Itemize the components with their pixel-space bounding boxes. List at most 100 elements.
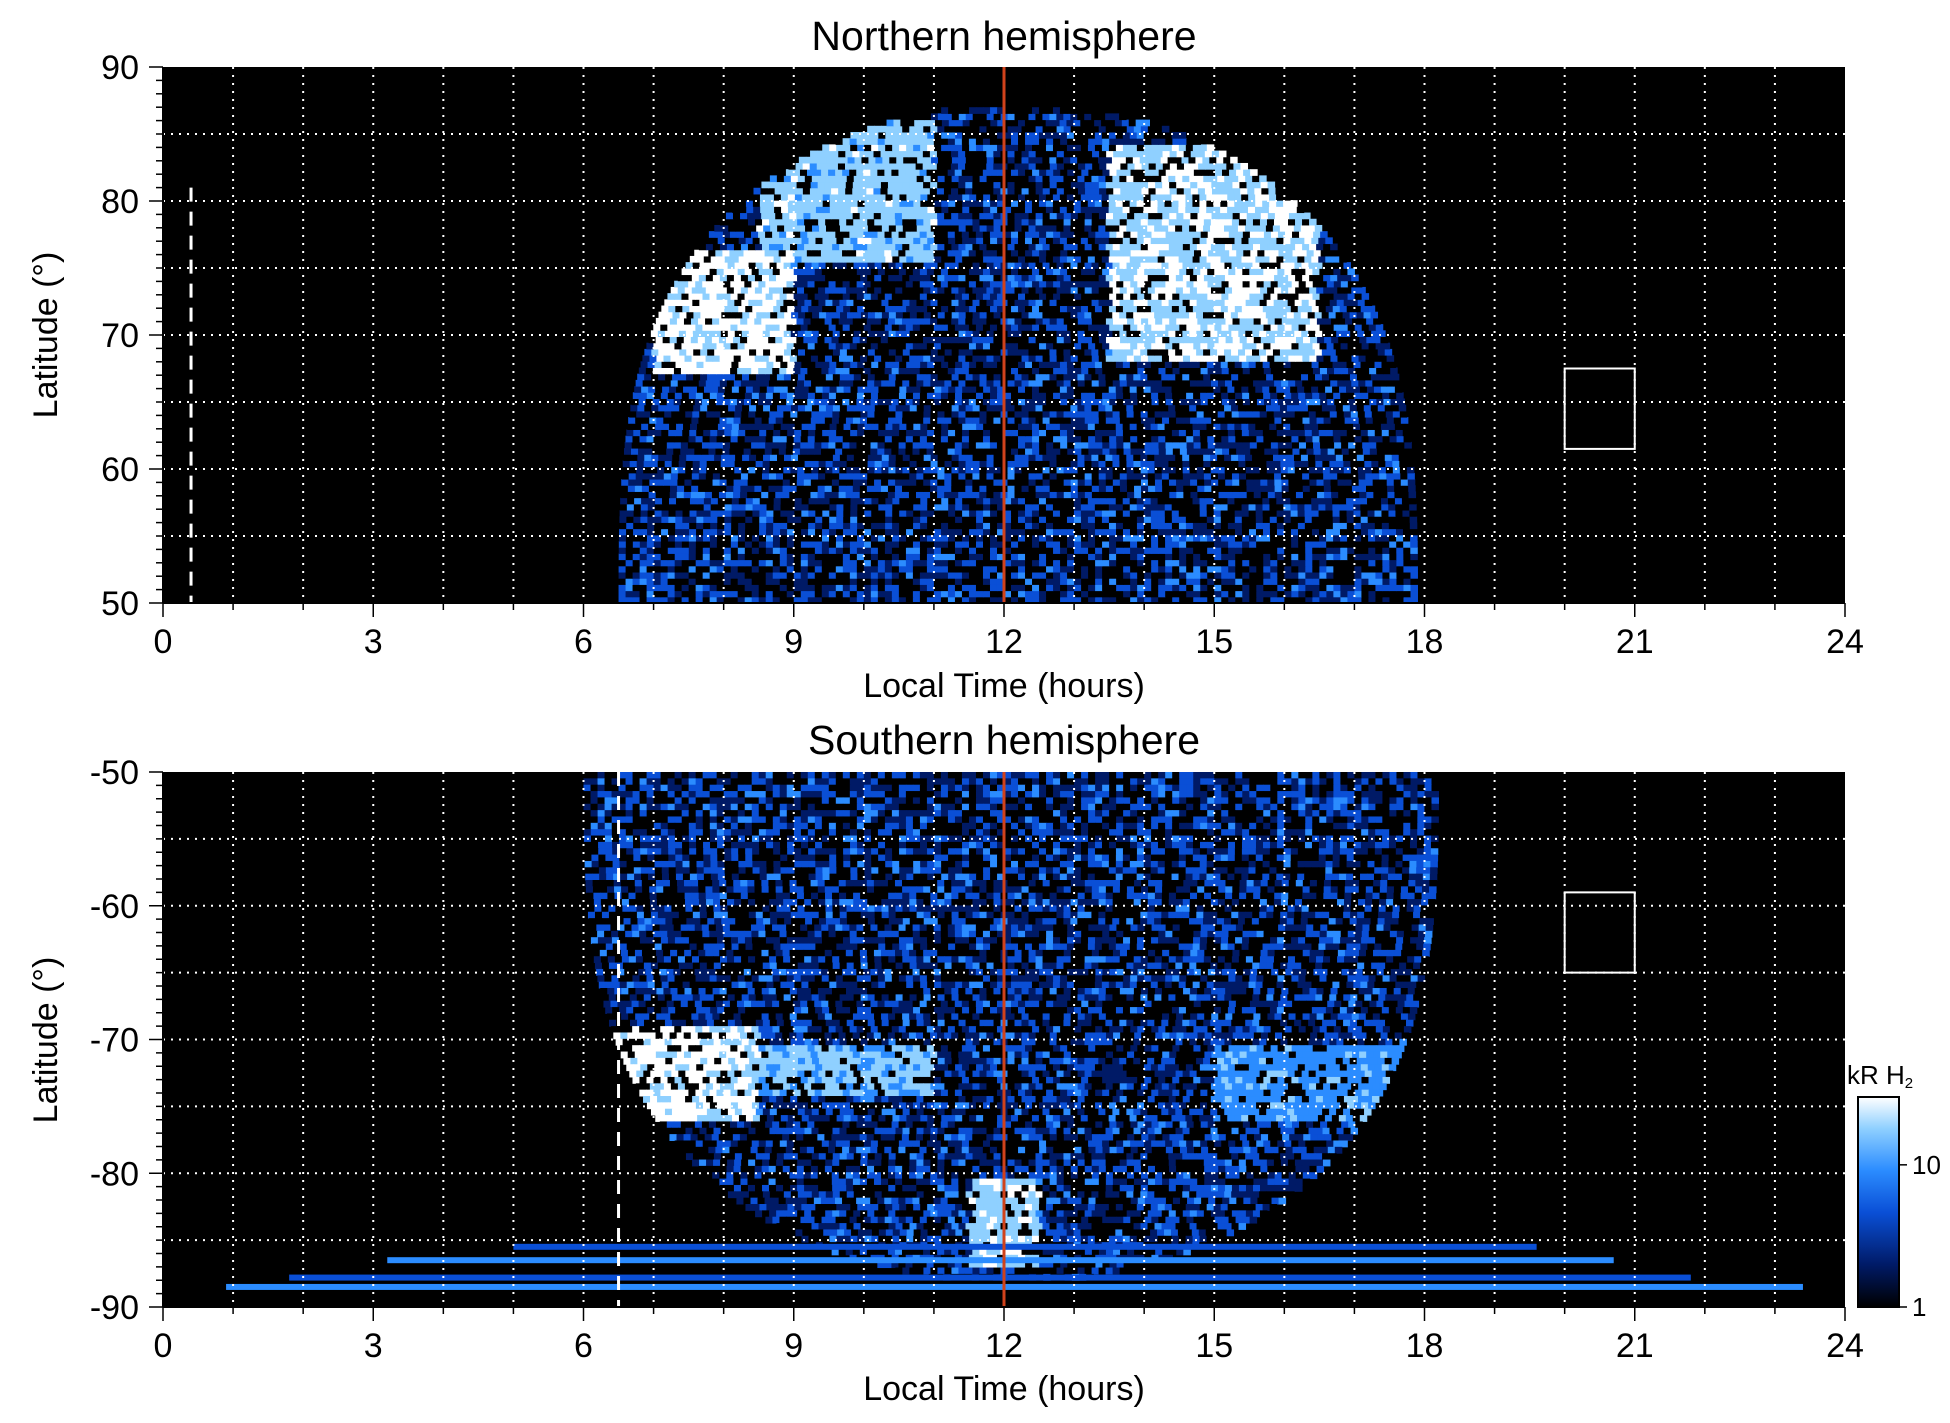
heat-cell xyxy=(1234,429,1243,437)
heat-cell xyxy=(1333,435,1341,443)
heat-cell xyxy=(1227,429,1236,437)
heat-cell xyxy=(790,466,798,474)
heat-cell xyxy=(793,324,802,331)
heat-cell xyxy=(759,386,768,393)
heat-cell xyxy=(1070,355,1079,362)
heat-cell xyxy=(674,547,683,554)
heat-cell xyxy=(1207,572,1215,579)
heat-cell xyxy=(702,553,711,561)
heat-cell xyxy=(1325,497,1333,505)
heat-cell xyxy=(1028,485,1037,492)
heat-cell xyxy=(1252,460,1260,468)
heat-cell xyxy=(649,379,658,387)
heat-cell xyxy=(958,460,967,468)
heat-cell xyxy=(1056,472,1065,480)
heat-cell xyxy=(688,342,696,350)
heat-cell xyxy=(1171,503,1180,511)
heat-cell xyxy=(778,448,787,455)
heat-cell xyxy=(1102,534,1110,542)
heat-cell xyxy=(1074,584,1082,592)
heat-cell xyxy=(997,361,1005,368)
heat-cell xyxy=(863,367,872,375)
heat-cell xyxy=(968,590,977,598)
heat-cell xyxy=(1333,342,1342,350)
heat-cell xyxy=(863,584,872,592)
heat-cell xyxy=(1252,373,1260,381)
heat-cell xyxy=(1018,528,1026,536)
heat-cell xyxy=(1158,528,1166,536)
heat-cell xyxy=(824,485,833,492)
heat-cell xyxy=(1246,485,1255,492)
heat-cell xyxy=(986,355,994,362)
heat-cell xyxy=(1081,590,1089,598)
heat-cell xyxy=(689,522,697,530)
heat-cell xyxy=(920,522,928,530)
heat-cell xyxy=(1049,454,1057,461)
heat-cell xyxy=(682,429,690,437)
heat-cell xyxy=(951,417,959,424)
heat-cell xyxy=(672,404,680,412)
north-title: Northern hemisphere xyxy=(811,13,1196,59)
heat-cell xyxy=(1295,485,1304,492)
heat-cell xyxy=(1193,578,1201,585)
heat-cell xyxy=(1305,541,1313,548)
heat-cell xyxy=(780,361,788,368)
heat-cell xyxy=(968,572,977,579)
heat-cell xyxy=(1214,547,1222,554)
heat-cell xyxy=(901,491,910,499)
heat-cell xyxy=(710,386,719,393)
heat-cell xyxy=(1199,429,1208,437)
heat-cell xyxy=(891,342,900,350)
heat-cell xyxy=(997,392,1005,399)
heat-cell xyxy=(839,472,847,480)
heat-cell xyxy=(1158,596,1166,604)
heat-cell xyxy=(1021,485,1030,492)
heat-cell xyxy=(681,324,689,331)
heat-cell xyxy=(1361,559,1369,567)
heat-cell xyxy=(660,541,669,548)
heat-cell xyxy=(1112,460,1120,468)
heat-cell xyxy=(1361,534,1369,542)
heat-cell xyxy=(1137,448,1146,455)
heat-cell xyxy=(947,578,956,585)
heat-cell xyxy=(1381,516,1390,523)
heat-cell xyxy=(1007,417,1016,424)
heat-cell xyxy=(1343,410,1352,418)
heat-cell xyxy=(976,361,984,368)
heat-cell xyxy=(1144,553,1152,561)
heat-cell xyxy=(1207,578,1215,585)
heat-cell xyxy=(915,336,924,344)
heat-cell xyxy=(662,423,670,430)
heat-cell xyxy=(1375,392,1383,399)
heat-cell xyxy=(1234,503,1243,511)
heat-cell xyxy=(1045,503,1054,511)
heat-cell xyxy=(1228,596,1236,604)
heat-cell xyxy=(895,479,903,486)
heat-cell xyxy=(1356,454,1365,461)
heat-cell xyxy=(954,541,963,548)
heat-cell xyxy=(905,596,914,604)
heat-cell xyxy=(784,348,792,356)
heat-cell xyxy=(1317,336,1325,344)
heat-cell xyxy=(1318,361,1327,368)
heat-cell xyxy=(853,454,862,461)
heat-cell xyxy=(1077,373,1085,381)
heat-cell xyxy=(1053,448,1061,455)
heat-cell xyxy=(647,516,655,523)
heat-cell xyxy=(728,348,736,356)
heat-cell xyxy=(993,410,1002,418)
heat-cell xyxy=(962,510,970,517)
heat-cell xyxy=(919,547,928,554)
heat-cell xyxy=(723,324,731,331)
heat-cell xyxy=(1025,429,1033,437)
heat-cell xyxy=(643,410,651,418)
heat-cell xyxy=(674,435,683,443)
heat-cell xyxy=(899,522,907,530)
heat-cell xyxy=(1280,460,1288,468)
heat-cell xyxy=(1066,423,1075,430)
heat-cell xyxy=(1154,404,1162,412)
heat-cell xyxy=(735,454,743,461)
heat-cell xyxy=(842,590,851,598)
heat-cell xyxy=(629,410,637,418)
heat-cell xyxy=(838,479,847,486)
